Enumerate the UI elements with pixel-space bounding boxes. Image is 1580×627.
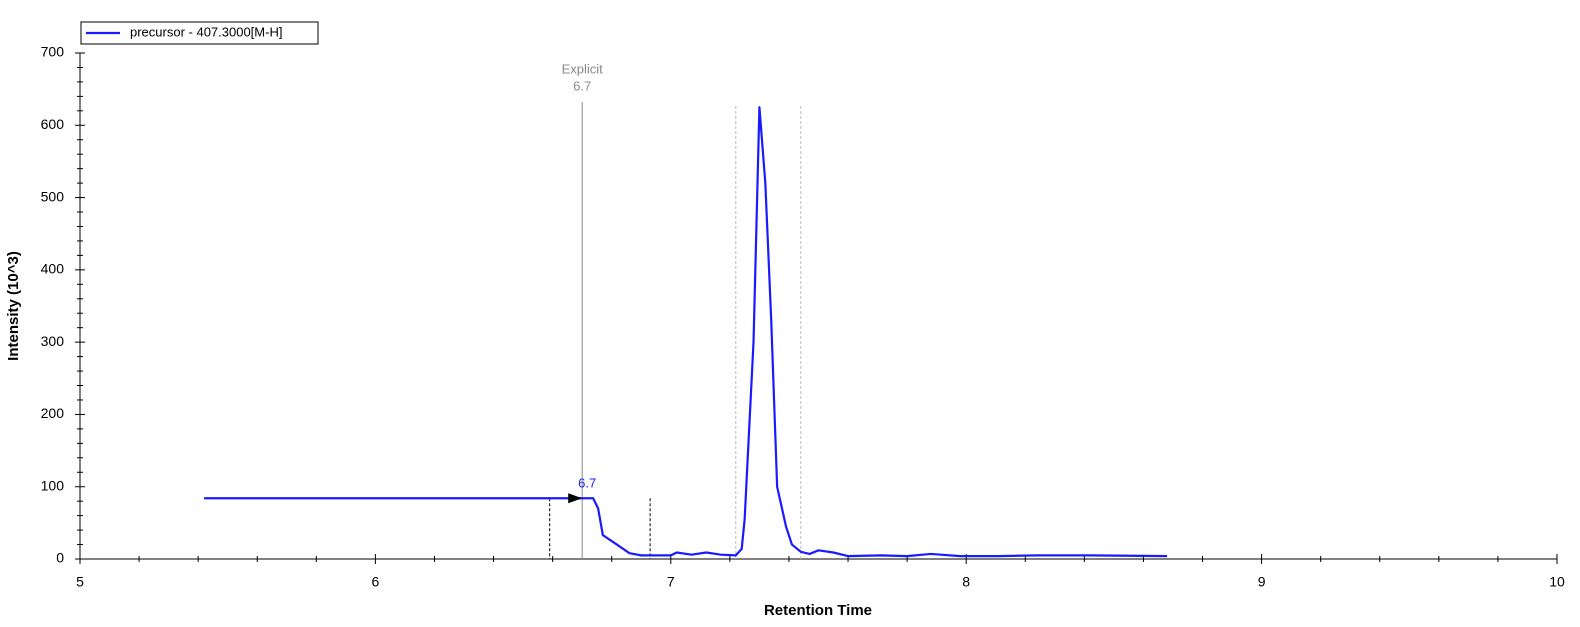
y-axis-label: Intensity (10^3) <box>5 251 22 361</box>
x-tick-label: 9 <box>1258 574 1266 590</box>
peak-label: 6.7 <box>578 476 596 491</box>
y-tick-label: 600 <box>41 116 65 132</box>
series-line <box>204 106 1168 558</box>
x-tick-label: 7 <box>667 574 675 590</box>
explicit-label: Explicit <box>562 61 604 76</box>
y-tick-label: 300 <box>41 333 65 349</box>
x-tick-label: 5 <box>76 574 84 590</box>
x-tick-label: 10 <box>1549 574 1565 590</box>
explicit-value-label: 6.7 <box>573 78 591 93</box>
y-tick-label: 200 <box>41 405 65 421</box>
y-tick-label: 500 <box>41 188 65 204</box>
y-tick-label: 100 <box>41 477 65 493</box>
y-tick-label: 0 <box>56 550 64 566</box>
x-axis-label: Retention Time <box>764 602 872 619</box>
x-tick-label: 8 <box>962 574 970 590</box>
peak-arrow <box>568 493 583 504</box>
legend-box <box>80 21 319 45</box>
legend-label: precursor - 407.3000[M-H] <box>130 24 282 39</box>
y-tick-label: 400 <box>41 261 65 277</box>
x-tick-label: 6 <box>372 574 380 590</box>
y-tick-label: 700 <box>41 44 65 60</box>
